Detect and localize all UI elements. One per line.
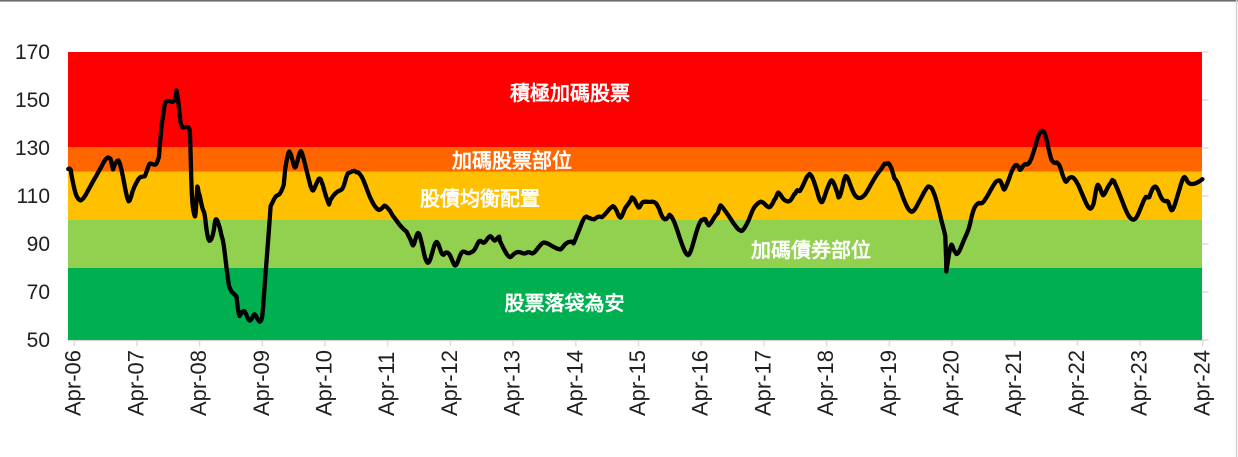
svg-text:Apr-22: Apr-22 xyxy=(1064,350,1089,416)
svg-text:Apr-20: Apr-20 xyxy=(939,350,964,416)
svg-text:150: 150 xyxy=(15,89,50,112)
svg-text:股票落袋為安: 股票落袋為安 xyxy=(505,291,625,315)
svg-text:170: 170 xyxy=(15,41,50,64)
svg-text:Apr-08: Apr-08 xyxy=(186,350,211,416)
svg-text:Apr-07: Apr-07 xyxy=(123,350,148,416)
svg-text:積極加碼股票: 積極加碼股票 xyxy=(510,81,630,105)
svg-text:130: 130 xyxy=(15,137,50,160)
svg-text:Apr-13: Apr-13 xyxy=(500,350,525,416)
svg-text:Apr-10: Apr-10 xyxy=(312,350,337,416)
svg-text:Apr-24: Apr-24 xyxy=(1189,350,1214,416)
svg-text:Apr-09: Apr-09 xyxy=(249,350,274,416)
svg-text:股債均衡配置: 股債均衡配置 xyxy=(420,187,540,211)
svg-text:Apr-19: Apr-19 xyxy=(876,350,901,416)
svg-text:70: 70 xyxy=(27,281,50,304)
svg-text:加碼股票部位: 加碼股票部位 xyxy=(451,149,572,173)
svg-text:50: 50 xyxy=(27,329,50,352)
svg-text:Apr-23: Apr-23 xyxy=(1127,350,1152,416)
svg-text:Apr-14: Apr-14 xyxy=(562,350,587,416)
svg-text:Apr-18: Apr-18 xyxy=(813,350,838,416)
svg-text:Apr-21: Apr-21 xyxy=(1001,350,1026,416)
svg-text:Apr-06: Apr-06 xyxy=(61,350,86,416)
svg-text:Apr-16: Apr-16 xyxy=(688,350,713,416)
svg-text:Apr-15: Apr-15 xyxy=(625,350,650,416)
svg-text:90: 90 xyxy=(27,233,50,256)
svg-text:Apr-12: Apr-12 xyxy=(437,350,462,416)
svg-text:Apr-11: Apr-11 xyxy=(374,352,399,416)
svg-text:110: 110 xyxy=(17,185,50,208)
svg-text:加碼債券部位: 加碼債券部位 xyxy=(750,238,871,262)
svg-text:Apr-17: Apr-17 xyxy=(750,350,775,416)
